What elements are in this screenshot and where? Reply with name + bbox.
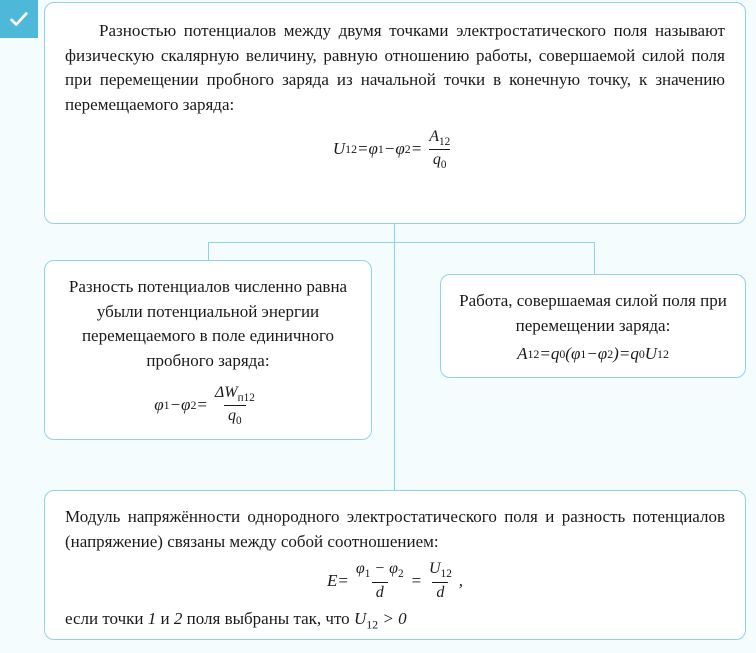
eq: =: [411, 569, 422, 594]
work-box: Работа, совершаемая силой поля при перем…: [440, 274, 746, 378]
connector-line: [394, 242, 594, 243]
sym-phi: φ: [369, 137, 378, 162]
energy-formula: φ1 − φ2 = ΔWп12 q0: [61, 384, 355, 428]
tail-text: и: [156, 609, 174, 628]
sub-0: 0: [441, 159, 447, 171]
sym-U: U: [645, 342, 657, 367]
energy-box: Разность потенциалов численно равна убыл…: [44, 260, 372, 440]
sub-12: 12: [441, 568, 452, 580]
connector-line: [594, 242, 595, 274]
sym-q: q: [630, 342, 639, 367]
work-text: Работа, совершаемая силой поля при перем…: [453, 289, 733, 338]
fraction: A12 q0: [425, 128, 454, 172]
sym-U: U: [354, 609, 366, 628]
sym-phi: φ: [389, 560, 398, 577]
sym-phi: φ: [154, 393, 163, 418]
definition-box: Разностью потенциалов между двумя точкам…: [44, 2, 746, 224]
sub-12: 12: [439, 136, 450, 148]
sym-phi: φ: [181, 393, 190, 418]
sym-q: q: [228, 407, 236, 424]
minus: −: [586, 342, 597, 367]
sym-A: A: [517, 342, 527, 367]
sub-12: 12: [366, 618, 378, 632]
sub-12: 12: [657, 346, 669, 363]
sym-d: d: [436, 584, 444, 601]
eq: =: [196, 393, 207, 418]
sym-U: U: [429, 560, 441, 577]
sym-dW: ΔW: [215, 384, 238, 401]
sym-phi: φ: [571, 342, 580, 367]
work-formula: A12 = q0 ( φ1 − φ2 ) = q0 U12: [453, 342, 733, 367]
sym-d: d: [376, 584, 384, 601]
field-relation-box: Модуль напряжённости однородного электро…: [44, 490, 746, 640]
sub-12: 12: [527, 346, 539, 363]
sym-phi: φ: [598, 342, 607, 367]
sub-1: 1: [365, 568, 371, 580]
field-relation-text: Модуль напряжённости однородного электро…: [65, 505, 725, 554]
eq: =: [539, 342, 550, 367]
sub-0: 0: [236, 415, 242, 427]
sym-U: U: [333, 137, 345, 162]
field-relation-formula: E = φ1 − φ2 d = U12 d ,: [65, 560, 725, 601]
check-icon: [8, 8, 30, 30]
comma: ,: [459, 569, 463, 594]
fraction: φ1 − φ2 d: [352, 560, 408, 601]
sub-p12: п12: [238, 392, 255, 404]
sym-A: A: [429, 128, 439, 145]
tail-text: если точки: [65, 609, 148, 628]
sym-phi: φ: [356, 560, 365, 577]
minus: −: [384, 137, 395, 162]
gt-zero: > 0: [378, 609, 406, 628]
checkmark-tab: [0, 0, 38, 38]
definition-text: Разностью потенциалов между двумя точкам…: [65, 19, 725, 118]
energy-text: Разность потенциалов численно равна убыл…: [61, 275, 355, 374]
sym-q: q: [551, 342, 560, 367]
connector-line: [208, 242, 209, 260]
sym-q: q: [433, 151, 441, 168]
minus: −: [170, 393, 181, 418]
sub-2: 2: [398, 568, 404, 580]
field-relation-condition: если точки 1 и 2 поля выбраны так, что U…: [65, 607, 725, 634]
eq: =: [619, 342, 630, 367]
eq: =: [357, 137, 368, 162]
point-1: 1: [148, 609, 157, 628]
fraction: U12 d: [425, 560, 456, 601]
sub-12: 12: [345, 141, 357, 158]
sym-E: E: [327, 569, 337, 594]
connector-line: [394, 224, 395, 490]
content-area: Разностью потенциалов между двумя точкам…: [44, 2, 746, 645]
eq: =: [411, 137, 422, 162]
tail-text: поля выбраны так, что: [182, 609, 354, 628]
sym-phi: φ: [395, 137, 404, 162]
minus: −: [374, 560, 389, 577]
fraction: ΔWп12 q0: [211, 384, 259, 428]
main-formula: U12 = φ1 − φ2 = A12 q0: [65, 128, 725, 172]
connector-line: [208, 242, 394, 243]
eq: =: [337, 569, 348, 594]
